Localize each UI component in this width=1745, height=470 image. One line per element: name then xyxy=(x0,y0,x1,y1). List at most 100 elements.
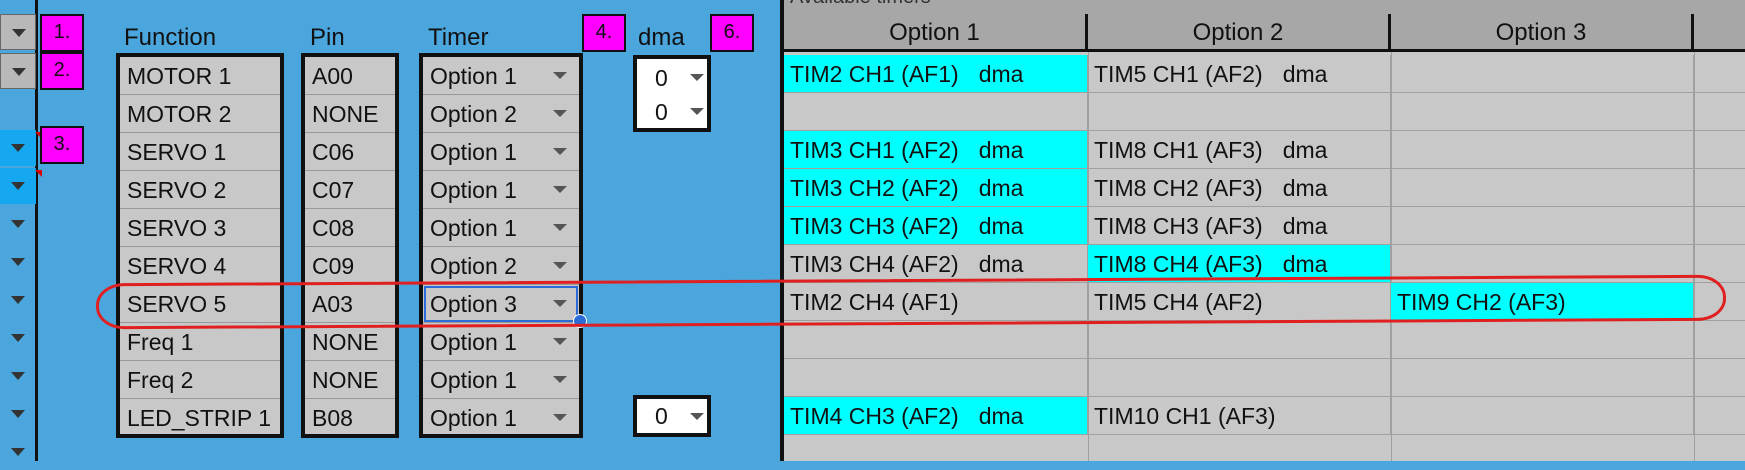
row-dropdown-3[interactable] xyxy=(0,130,42,166)
timer-select[interactable]: Option 1 xyxy=(423,171,579,209)
empty-cell[interactable] xyxy=(1694,93,1745,131)
row-dropdown-4[interactable] xyxy=(0,168,42,204)
fill-handle[interactable] xyxy=(573,314,587,328)
timer-option-cell[interactable]: TIM2 CH1 (AF1) dma xyxy=(784,55,1088,93)
timer-select[interactable]: Option 2 xyxy=(423,95,579,133)
timer-select[interactable]: Option 1 xyxy=(423,133,579,171)
timer-option-cell[interactable] xyxy=(1391,131,1694,169)
chevron-down-icon[interactable] xyxy=(553,72,567,79)
timer-option-cell[interactable] xyxy=(1391,321,1694,359)
chevron-down-icon[interactable] xyxy=(553,338,567,345)
timer-option-cell[interactable]: TIM8 CH1 (AF3) dma xyxy=(1088,131,1391,169)
chevron-down-icon[interactable] xyxy=(553,300,567,307)
empty-cell[interactable] xyxy=(1694,245,1745,283)
timer-option-cell[interactable] xyxy=(1391,93,1694,131)
timer-option-cell[interactable]: TIM9 CH2 (AF3) xyxy=(1391,283,1694,321)
timer-option-cell[interactable]: TIM8 CH4 (AF3) dma xyxy=(1088,245,1391,283)
timer-option-cell[interactable] xyxy=(1088,359,1391,397)
row-dropdown-11[interactable] xyxy=(0,434,36,470)
empty-cell[interactable] xyxy=(1694,321,1745,359)
timer-option-cell[interactable]: TIM8 CH2 (AF3) dma xyxy=(1088,169,1391,207)
pin-cell[interactable]: C08 xyxy=(305,209,395,247)
column-header-option3[interactable]: Option 3 xyxy=(1391,14,1694,52)
timer-option-cell[interactable]: TIM10 CH1 (AF3) xyxy=(1088,397,1391,435)
timer-option-cell[interactable] xyxy=(1088,93,1391,131)
row-dropdown-6[interactable] xyxy=(0,244,36,280)
row-dropdown-8[interactable] xyxy=(0,320,36,356)
empty-cell[interactable] xyxy=(1694,207,1745,245)
chevron-down-icon[interactable] xyxy=(553,414,567,421)
timer-option-cell[interactable]: TIM3 CH2 (AF2) dma xyxy=(784,169,1088,207)
timer-option-cell[interactable] xyxy=(1391,169,1694,207)
empty-cell[interactable] xyxy=(1694,359,1745,397)
column-header-option1[interactable]: Option 1 xyxy=(784,14,1088,52)
chevron-down-icon[interactable] xyxy=(553,224,567,231)
timer-option-cell[interactable] xyxy=(1391,359,1694,397)
function-cell[interactable]: LED_STRIP 1 xyxy=(127,405,272,431)
timer-option-cell[interactable] xyxy=(784,93,1088,131)
chevron-down-icon[interactable] xyxy=(553,186,567,193)
pin-cell[interactable]: A00 xyxy=(305,57,395,95)
timer-option-cell[interactable] xyxy=(784,321,1088,359)
empty-cell[interactable] xyxy=(1694,131,1745,169)
timer-option-cell[interactable] xyxy=(1391,397,1694,435)
timer-select[interactable]: Option 1 xyxy=(423,323,579,361)
empty-cell[interactable] xyxy=(1694,283,1745,321)
chevron-down-icon[interactable] xyxy=(690,108,704,115)
timer-option-cell[interactable]: TIM8 CH3 (AF3) dma xyxy=(1088,207,1391,245)
function-cell[interactable]: Freq 1 xyxy=(120,323,280,361)
dma-select-value[interactable]: 0 xyxy=(655,403,668,429)
timer-option-cell[interactable] xyxy=(1391,207,1694,245)
timer-option-cell[interactable] xyxy=(1391,245,1694,283)
function-cell[interactable]: Freq 2 xyxy=(120,361,280,399)
function-cell[interactable]: SERVO 1 xyxy=(120,133,280,171)
pin-cell[interactable]: C06 xyxy=(305,133,395,171)
pin-cell[interactable]: NONE xyxy=(305,95,395,133)
row-dropdown-1[interactable] xyxy=(0,14,36,50)
timer-option-cell[interactable]: TIM4 CH3 (AF2) dma xyxy=(784,397,1088,435)
row-dropdown-2[interactable] xyxy=(0,53,36,89)
function-cell[interactable]: SERVO 2 xyxy=(120,171,280,209)
timer-option-cell[interactable] xyxy=(1391,55,1694,93)
chevron-down-icon[interactable] xyxy=(553,262,567,269)
column-header-option2[interactable]: Option 2 xyxy=(1088,14,1391,52)
timer-option-cell[interactable]: TIM3 CH4 (AF2) dma xyxy=(784,245,1088,283)
chevron-down-icon[interactable] xyxy=(553,110,567,117)
pin-cell[interactable]: C07 xyxy=(305,171,395,209)
dma-select-value[interactable]: 0 xyxy=(655,99,668,125)
timer-select[interactable]: Option 1 xyxy=(423,209,579,247)
timer-select[interactable]: Option 1 xyxy=(423,57,579,95)
function-cell[interactable]: SERVO 5 xyxy=(120,285,280,323)
dma-select-value[interactable]: 0 xyxy=(655,65,668,91)
timer-option-cell[interactable]: TIM2 CH4 (AF1) xyxy=(784,283,1088,321)
row-dropdown-10[interactable] xyxy=(0,396,36,432)
row-dropdown-5[interactable] xyxy=(0,206,36,242)
timer-option-cell[interactable]: TIM5 CH4 (AF2) xyxy=(1088,283,1391,321)
chevron-down-icon[interactable] xyxy=(553,376,567,383)
chevron-down-icon[interactable] xyxy=(690,74,704,81)
timer-select[interactable]: Option 1 xyxy=(423,399,579,437)
function-cell[interactable]: SERVO 4 xyxy=(120,247,280,285)
empty-cell[interactable] xyxy=(1694,169,1745,207)
timer-option-cell[interactable]: TIM3 CH3 (AF2) dma xyxy=(784,207,1088,245)
pin-cell[interactable]: C09 xyxy=(305,247,395,285)
function-cell[interactable]: MOTOR 1 xyxy=(120,57,280,95)
chevron-down-icon[interactable] xyxy=(553,148,567,155)
timer-select[interactable]: Option 1 xyxy=(423,361,579,399)
pin-cell[interactable]: NONE xyxy=(305,323,395,361)
timer-option-cell[interactable] xyxy=(1088,321,1391,359)
pin-cell[interactable]: B08 xyxy=(312,405,353,431)
pin-cell[interactable]: A03 xyxy=(305,285,395,323)
timer-option-cell[interactable]: TIM3 CH1 (AF2) dma xyxy=(784,131,1088,169)
empty-cell[interactable] xyxy=(1694,55,1745,93)
timer-select-active[interactable]: Option 3 xyxy=(423,285,587,328)
timer-select[interactable]: Option 2 xyxy=(423,247,579,285)
row-dropdown-9[interactable] xyxy=(0,358,36,394)
function-cell[interactable]: SERVO 3 xyxy=(120,209,280,247)
row-dropdown-7[interactable] xyxy=(0,282,36,318)
empty-cell[interactable] xyxy=(1694,397,1745,435)
chevron-down-icon[interactable] xyxy=(690,413,704,420)
pin-cell[interactable]: NONE xyxy=(305,361,395,399)
timer-option-cell[interactable]: TIM5 CH1 (AF2) dma xyxy=(1088,55,1391,93)
timer-option-cell[interactable] xyxy=(784,359,1088,397)
